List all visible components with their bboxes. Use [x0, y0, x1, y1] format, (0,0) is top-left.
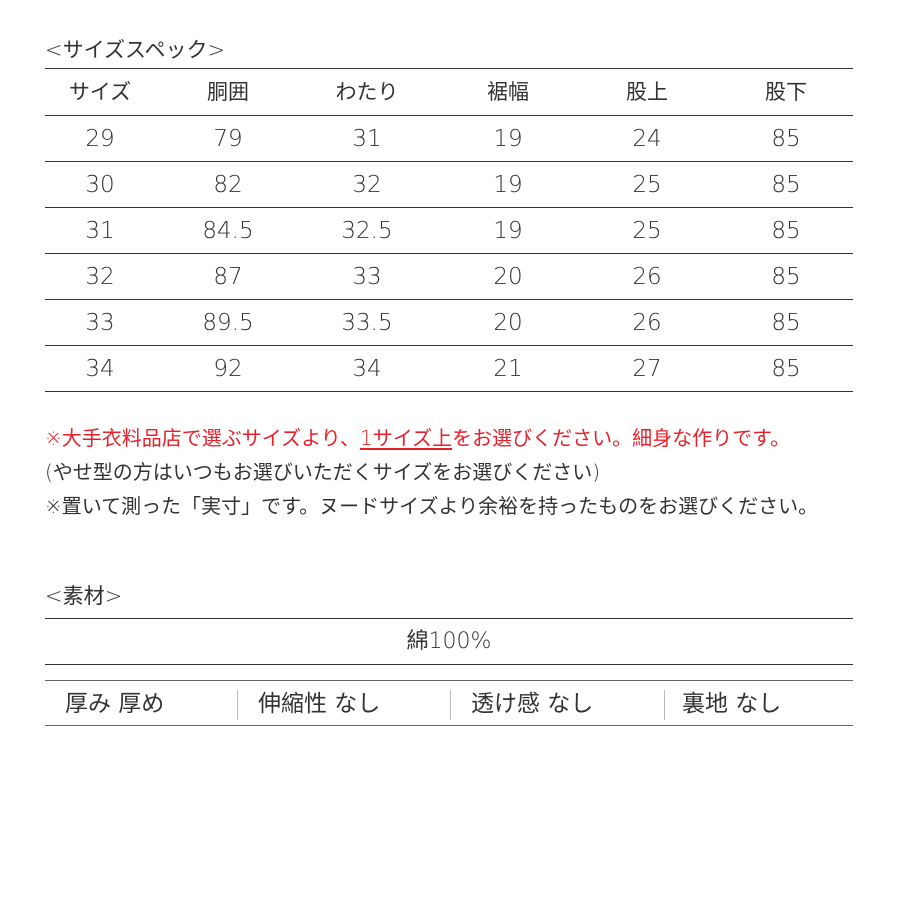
table-header-row: サイズ 胴囲 わたり 裾幅 股上 股下	[45, 69, 853, 115]
property-lining: 裏地 なし	[682, 691, 782, 717]
table-cell: 34	[352, 356, 382, 382]
table-cell: 85	[771, 172, 801, 198]
note-red: ※大手衣料品店で選ぶサイズより、1サイズ上をお選びください。細身な作りです。	[45, 422, 790, 451]
table-cell: 82	[213, 172, 243, 198]
divider	[45, 680, 853, 681]
table-cell: 32	[85, 264, 115, 290]
table-row: 33 89.5 33.5 20 26 85	[45, 300, 853, 346]
note-line-3: ※置いて測った「実寸」です。ヌードサイズより余裕を持ったものをお選びください。	[45, 494, 819, 518]
table-row: 30 82 32 19 25 85	[45, 162, 853, 208]
divider	[664, 690, 665, 720]
divider	[45, 161, 853, 162]
table-row: 31 84.5 32.5 19 25 85	[45, 208, 853, 254]
table-cell: 34	[85, 356, 115, 382]
table-cell: 30	[85, 172, 115, 198]
column-header: 股下	[765, 80, 807, 104]
table-cell: 21	[493, 356, 523, 382]
table-cell: 19	[493, 218, 523, 244]
table-cell: 89.5	[202, 310, 254, 336]
table-cell: 33	[85, 310, 115, 336]
divider	[45, 299, 853, 300]
table-cell: 85	[771, 264, 801, 290]
column-header: 股上	[626, 80, 668, 104]
table-cell: 85	[771, 310, 801, 336]
table-cell: 87	[213, 264, 243, 290]
table-cell: 84.5	[202, 218, 254, 244]
material-properties-row: 厚み 厚め 伸縮性 なし 透け感 なし 裏地 なし	[45, 682, 853, 726]
table-cell: 85	[771, 218, 801, 244]
divider	[45, 207, 853, 208]
table-cell: 31	[352, 126, 382, 152]
note-red-text-end: をお選びください。細身な作りです。	[452, 426, 791, 450]
column-header: わたり	[335, 80, 399, 104]
table-cell: 29	[85, 126, 115, 152]
table-cell: 32.5	[341, 218, 393, 244]
divider	[45, 664, 853, 665]
table-cell: 20	[493, 264, 523, 290]
divider	[45, 725, 853, 726]
table-row: 32 87 33 20 26 85	[45, 254, 853, 300]
table-cell: 31	[85, 218, 115, 244]
column-header: 胴囲	[207, 80, 249, 104]
divider	[45, 391, 853, 392]
divider	[45, 68, 853, 69]
divider	[450, 690, 451, 720]
table-cell: 32	[352, 172, 382, 198]
note-red-underlined: 1サイズ上	[359, 426, 453, 450]
property-stretch: 伸縮性 なし	[258, 691, 381, 717]
table-cell: 26	[632, 310, 662, 336]
note-red-text: ※大手衣料品店で選ぶサイズより、	[45, 426, 360, 450]
divider	[45, 345, 853, 346]
table-cell: 85	[771, 356, 801, 382]
table-cell: 19	[493, 172, 523, 198]
table-row: 29 79 31 19 24 85	[45, 116, 853, 162]
table-cell: 19	[493, 126, 523, 152]
table-cell: 25	[632, 218, 662, 244]
table-cell: 33	[352, 264, 382, 290]
table-cell: 20	[493, 310, 523, 336]
table-cell: 27	[632, 356, 662, 382]
table-cell: 79	[213, 126, 243, 152]
table-row: 34 92 34 21 27 85	[45, 346, 853, 392]
column-header: サイズ	[68, 80, 132, 104]
material-title: <素材>	[45, 584, 123, 608]
note-line-2: (やせ型の方はいつもお選びいただくサイズをお選びください)	[45, 460, 601, 484]
table-cell: 92	[213, 356, 243, 382]
table-cell: 24	[632, 126, 662, 152]
property-thickness: 厚み 厚め	[65, 691, 165, 717]
size-spec-title: <サイズスペック>	[45, 38, 226, 62]
table-cell: 26	[632, 264, 662, 290]
divider	[45, 253, 853, 254]
property-sheer: 透け感 なし	[471, 691, 594, 717]
divider	[45, 618, 853, 619]
table-cell: 33.5	[341, 310, 393, 336]
table-cell: 25	[632, 172, 662, 198]
table-cell: 85	[771, 126, 801, 152]
material-composition: 綿100%	[406, 629, 492, 654]
column-header: 裾幅	[487, 80, 529, 104]
divider	[45, 115, 853, 116]
divider	[237, 690, 238, 720]
